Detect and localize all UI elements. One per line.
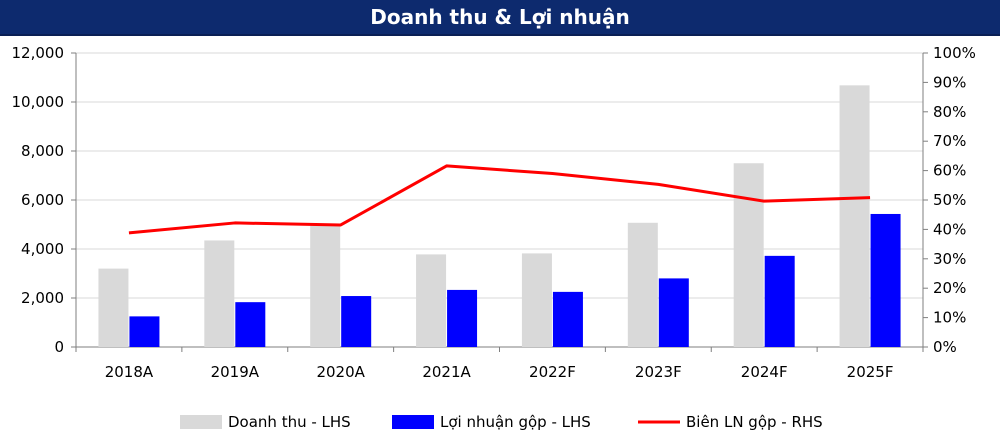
- legend-label-gross-profit: Lợi nhuận gộp - LHS: [440, 413, 591, 431]
- bar-revenue: [310, 224, 341, 347]
- bar-gross-profit: [447, 289, 478, 347]
- left-tick-label: 6,000: [21, 191, 64, 209]
- x-tick-label: 2024F: [741, 363, 788, 381]
- right-tick-label: 60%: [933, 162, 966, 180]
- bar-revenue: [204, 240, 235, 347]
- x-tick-label: 2020A: [316, 363, 365, 381]
- x-tick-label: 2021A: [422, 363, 471, 381]
- left-tick-label: 4,000: [21, 240, 64, 258]
- x-tick-label: 2022F: [529, 363, 576, 381]
- right-tick-label: 30%: [933, 250, 966, 268]
- bar-revenue: [839, 85, 870, 347]
- legend-swatch-revenue: [180, 415, 222, 429]
- right-tick-label: 40%: [933, 220, 966, 238]
- bar-gross-profit: [870, 213, 901, 347]
- bar-revenue: [521, 253, 552, 347]
- line-gross-margin: [128, 164, 871, 235]
- bar-revenue: [416, 254, 447, 347]
- right-tick-label: 80%: [933, 103, 966, 121]
- bar-gross-profit: [341, 296, 372, 347]
- x-tick-label: 2019A: [211, 363, 260, 381]
- left-tick-label: 10,000: [12, 93, 65, 111]
- bar-revenue: [627, 222, 658, 347]
- bar-gross-profit: [764, 255, 795, 347]
- right-tick-label: 90%: [933, 73, 966, 91]
- legend-swatch-gross-profit: [392, 415, 434, 429]
- legend-label-revenue: Doanh thu - LHS: [228, 413, 351, 431]
- right-tick-label: 50%: [933, 191, 966, 209]
- bar-revenue: [98, 268, 129, 347]
- chart-title-banner: Doanh thu & Lợi nhuận: [0, 0, 1000, 36]
- right-tick-label: 20%: [933, 279, 966, 297]
- bar-gross-profit: [235, 302, 266, 347]
- bar-gross-profit: [129, 316, 160, 347]
- chart-title: Doanh thu & Lợi nhuận: [370, 5, 630, 29]
- legend-label-margin: Biên LN gộp - RHS: [686, 413, 823, 431]
- bar-revenue: [733, 163, 764, 347]
- left-tick-label: 2,000: [21, 289, 64, 307]
- x-tick-label: 2018A: [105, 363, 154, 381]
- right-tick-label: 70%: [933, 132, 966, 150]
- x-tick-label: 2025F: [847, 363, 894, 381]
- right-tick-label: 0%: [933, 338, 957, 356]
- left-tick-label: 12,000: [12, 44, 65, 62]
- x-tick-label: 2023F: [635, 363, 682, 381]
- left-tick-label: 0: [54, 338, 64, 356]
- bar-gross-profit: [658, 278, 689, 347]
- right-tick-label: 100%: [933, 44, 976, 62]
- right-tick-label: 10%: [933, 309, 966, 327]
- left-tick-label: 8,000: [21, 142, 64, 160]
- bar-gross-profit: [552, 291, 583, 347]
